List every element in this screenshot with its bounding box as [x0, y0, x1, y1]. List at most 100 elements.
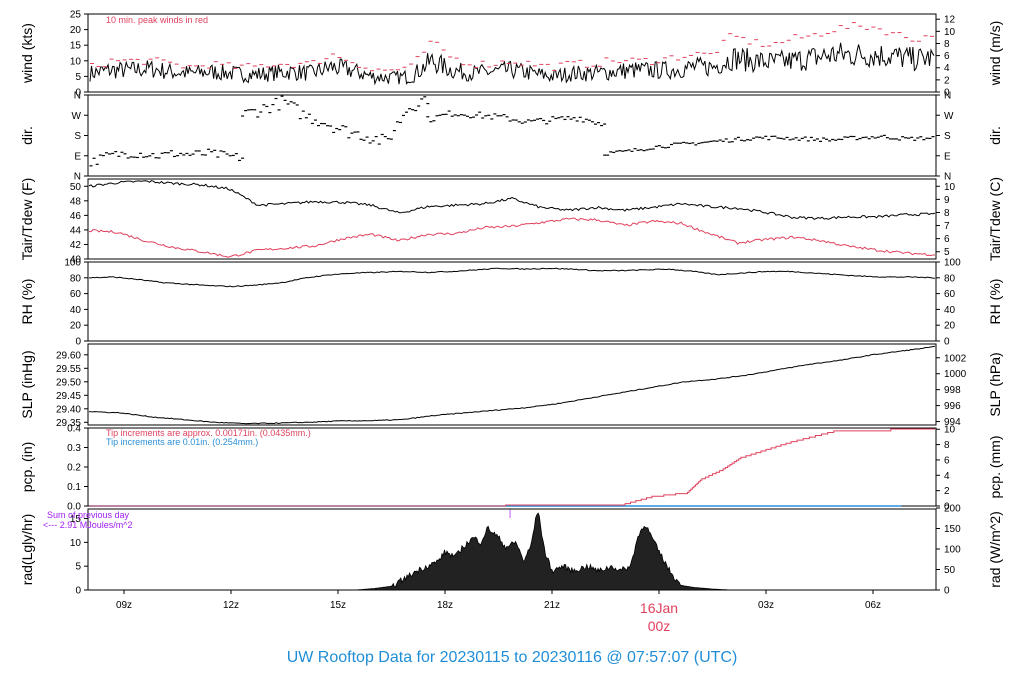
right-tick-label: 4	[944, 63, 950, 74]
right-tick-label: 4	[944, 471, 950, 482]
left-tick-label: 50	[70, 182, 82, 193]
right-tick-label: 2	[944, 75, 950, 86]
wind-speed-line	[89, 42, 935, 86]
precip-panel: pcp. (in) pcp. (mm) 0.0 0.1 0.2 0.3 0.4 0 2 4 6 8 10…	[19, 424, 1003, 513]
right-tick-label: 5	[944, 247, 950, 258]
right-tick-label: 10	[944, 182, 956, 193]
right-tick-label: 994	[944, 417, 961, 428]
right-tick-label: 6	[944, 51, 950, 62]
left-tick-label: 29.40	[56, 404, 81, 415]
y-axis-label-left: SLP (inHg)	[19, 350, 35, 418]
left-tick-label: 25	[70, 10, 82, 21]
left-tick-label: N	[74, 91, 81, 102]
right-tick-label: 8	[944, 39, 950, 50]
left-tick-label: 42	[70, 240, 82, 251]
tdew-line	[88, 217, 935, 258]
y-axis-label-right: RH (%)	[987, 279, 1003, 325]
precip-annotation-blue: Tip increments are 0.01in. (0.254mm.)	[106, 437, 258, 447]
panel-frame-4	[87, 343, 937, 426]
wind-annotation: 10 min. peak winds in red	[106, 15, 208, 25]
y-axis-label-left: pcp. (in)	[19, 442, 35, 493]
left-tick-label: 29.55	[56, 364, 81, 375]
left-tick-label: 15	[70, 41, 82, 52]
left-tick-label: 0	[75, 337, 81, 348]
left-tick-label: 5	[75, 72, 81, 83]
right-tick-label: 6	[944, 234, 950, 245]
right-tick-label: 1002	[944, 353, 967, 364]
right-tick-label: 0	[944, 88, 950, 99]
left-tick-label: 29.60	[56, 350, 81, 361]
y-axis-label-left: Tair/Tdew (F)	[19, 178, 35, 260]
x-tick-label: 15z	[330, 600, 346, 611]
y-axis-label-left: rad(Lgly/hr)	[19, 514, 35, 586]
left-tick-label: 100	[64, 258, 81, 269]
left-tick-label: 20	[70, 321, 82, 332]
right-tick-label: 2	[944, 486, 950, 497]
left-tick-label: S	[74, 131, 81, 142]
radiation-panel: rad(Lgly/hr) rad (W/m^2)05101505010015020…	[19, 504, 1003, 597]
right-tick-label: 50	[944, 565, 956, 576]
y-axis-label-right: rad (W/m^2)	[987, 511, 1003, 588]
right-tick-label: 0	[944, 502, 950, 513]
y-axis-label-right: pcp. (mm)	[987, 436, 1003, 499]
left-tick-label: 0.0	[67, 502, 81, 513]
left-tick-label: 0.4	[67, 424, 81, 435]
x-day-label: 16Jan	[640, 600, 678, 616]
left-tick-label: 10	[70, 538, 82, 549]
right-tick-label: 100	[944, 258, 961, 269]
x-tick-label: 18z	[437, 600, 453, 611]
right-tick-label: 60	[944, 289, 956, 300]
right-tick-label: 0	[944, 337, 950, 348]
right-tick-label: 8	[944, 440, 950, 451]
left-tick-label: 29.35	[56, 418, 81, 429]
y-axis-label-left: wind (kts)	[19, 23, 35, 84]
right-tick-label: 7	[944, 221, 950, 232]
left-tick-label: 46	[70, 211, 82, 222]
right-tick-label: N	[944, 172, 951, 183]
radiation-marker: |	[509, 508, 511, 518]
right-tick-label: 996	[944, 401, 961, 412]
radiation-area	[355, 512, 731, 591]
radiation-sum-label: Sum of previous day	[47, 510, 130, 520]
direction-panel: dir. dir.N NE ES SW WN N	[19, 91, 1003, 183]
left-tick-label: 10	[70, 56, 82, 67]
right-tick-label: 12	[944, 15, 956, 26]
left-tick-label: E	[74, 151, 81, 162]
page-title: UW Rooftop Data for 20230115 to 20230116…	[286, 649, 738, 666]
right-tick-label: 8	[944, 208, 950, 219]
x-tick-label: 00z	[648, 618, 671, 634]
y-axis-label-right: Tair/Tdew (C)	[987, 177, 1003, 261]
right-tick-label: W	[944, 111, 954, 122]
slp-line	[88, 345, 936, 425]
panel-frame-0	[87, 13, 937, 93]
tair-line	[88, 180, 936, 220]
right-tick-label: 0	[944, 586, 950, 597]
right-tick-label: 1000	[944, 369, 967, 380]
left-tick-label: W	[72, 111, 82, 122]
temperature-panel: Tair/Tdew (F) Tair/Tdew (C) 40 42 44 46 48 50 5 6…	[19, 177, 1003, 266]
left-tick-label: 80	[70, 273, 82, 284]
y-axis-label-left: dir.	[19, 126, 35, 145]
right-tick-label: E	[944, 151, 951, 162]
right-tick-label: 9	[944, 195, 950, 206]
x-tick-label: 21z	[544, 600, 560, 611]
right-tick-label: 80	[944, 273, 956, 284]
radiation-total-label: <--- 2.91 MJoules/m^2	[43, 520, 133, 530]
left-tick-label: 48	[70, 196, 82, 207]
right-tick-label: 20	[944, 321, 956, 332]
left-tick-label: 0	[75, 586, 81, 597]
left-tick-label: 40	[70, 305, 82, 316]
right-tick-label: 200	[944, 504, 961, 515]
left-tick-label: 60	[70, 289, 82, 300]
left-tick-label: 29.50	[56, 377, 81, 388]
right-tick-label: 10	[944, 27, 956, 38]
left-tick-label: 40	[70, 255, 82, 266]
left-tick-label: 15	[70, 514, 82, 525]
right-tick-label: 998	[944, 385, 961, 396]
right-tick-label: 10	[944, 425, 956, 436]
panel-frame-3	[87, 261, 937, 342]
left-tick-label: 20	[70, 25, 82, 36]
precip-annotation-red: Tip increments are approx. 0.00171in. (0…	[106, 428, 311, 438]
right-tick-label: 150	[944, 524, 961, 535]
